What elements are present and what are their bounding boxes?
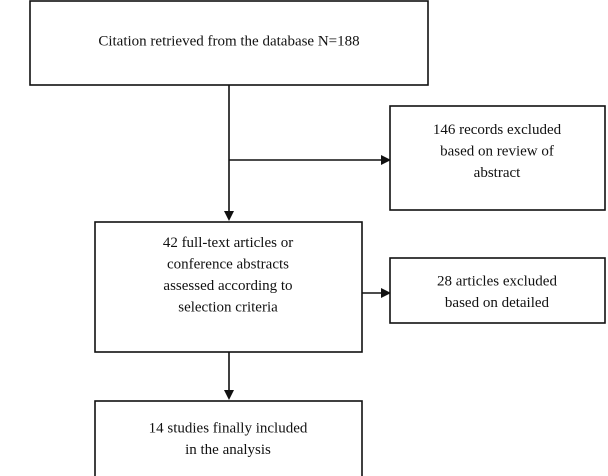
box-label: abstract xyxy=(474,165,521,181)
arrowhead xyxy=(381,288,391,298)
box-label: 146 records excluded xyxy=(433,122,562,138)
box-label: assessed according to xyxy=(163,278,292,294)
box xyxy=(389,105,606,211)
box-label: selection criteria xyxy=(178,300,278,316)
arrowhead xyxy=(224,211,234,221)
box-label: 28 articles excluded xyxy=(437,274,557,290)
box xyxy=(29,0,429,86)
box-label: 14 studies finally included xyxy=(149,421,308,437)
box-label: based on detailed xyxy=(445,295,550,311)
box-label: conference abstracts xyxy=(167,257,289,273)
labels: Citation retrieved from the database N=1… xyxy=(98,33,561,458)
box xyxy=(389,257,606,324)
box-label: 42 full-text articles or xyxy=(163,235,293,251)
box xyxy=(94,400,363,476)
box xyxy=(94,221,363,353)
box-label: based on review of xyxy=(440,143,554,159)
box-label: in the analysis xyxy=(185,442,271,458)
arrowhead xyxy=(224,390,234,400)
arrowhead xyxy=(381,155,391,165)
box-label: Citation retrieved from the database N=1… xyxy=(98,33,359,49)
